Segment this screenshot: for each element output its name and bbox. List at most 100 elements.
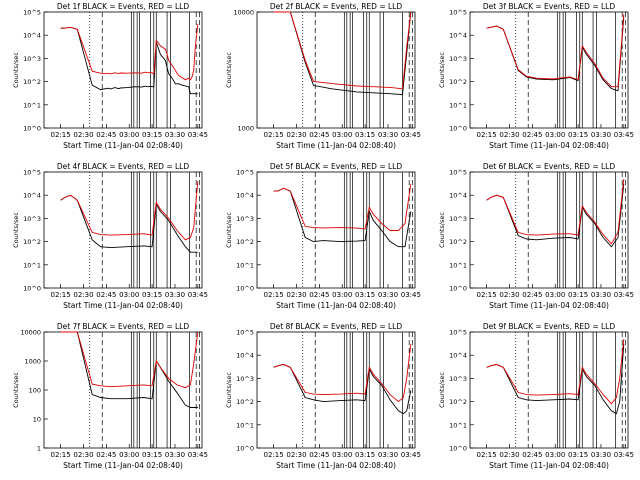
x-tick-label: 03:00 <box>332 451 352 459</box>
y-tick-label: 10^2 <box>23 78 41 86</box>
series-line-events <box>486 344 625 415</box>
x-tick-label: 03:30 <box>165 291 185 299</box>
y-tick-label: 10^5 <box>449 329 467 337</box>
series-line-events <box>60 331 198 408</box>
y-tick-label: 10^3 <box>449 215 467 223</box>
series-line-lld <box>486 14 625 88</box>
chart-title: Det 7f BLACK = Events, RED = LLD <box>57 322 190 331</box>
y-tick-label: 10^1 <box>236 261 254 269</box>
y-axis-label: Counts/sec <box>12 212 20 248</box>
x-tick-label: 03:00 <box>545 451 565 459</box>
plot-frame <box>256 11 416 129</box>
y-axis-label: Counts/sec <box>225 372 233 408</box>
x-tick-label: 03:45 <box>401 131 421 139</box>
x-tick-label: 02:45 <box>96 451 116 459</box>
x-tick-label: 03:30 <box>378 451 398 459</box>
x-tick-label: 03:45 <box>401 291 421 299</box>
y-tick-label: 10^0 <box>449 125 467 133</box>
chart-title: Det 5f BLACK = Events, RED = LLD <box>270 162 403 171</box>
y-tick-label: 10^3 <box>449 375 467 383</box>
x-axis-label: Start Time (11-Jan-04 02:08:40) <box>276 461 396 470</box>
y-tick-label: 10^4 <box>23 192 41 200</box>
y-tick-label: 10^0 <box>449 285 467 293</box>
x-tick-label: 02:30 <box>499 131 519 139</box>
y-tick-label: 10^3 <box>236 215 254 223</box>
y-tick-label: 10^2 <box>23 238 41 246</box>
y-tick-label: 10^1 <box>449 261 467 269</box>
y-tick-label: 10^4 <box>449 352 467 360</box>
x-tick-label: 02:30 <box>73 291 93 299</box>
y-tick-label: 10^2 <box>236 398 254 406</box>
x-tick-label: 03:00 <box>332 291 352 299</box>
x-tick-label: 02:30 <box>499 451 519 459</box>
chart-panel-2: Det 2f BLACK = Events, RED = LLD 02:15 02:… <box>225 2 421 150</box>
plot-frame <box>43 11 203 129</box>
x-tick-label: 02:30 <box>73 451 93 459</box>
y-tick-label: 10^0 <box>23 125 41 133</box>
y-tick-label: 10000 <box>20 329 41 337</box>
y-tick-label: 10^2 <box>449 398 467 406</box>
series-line-lld <box>486 178 625 245</box>
x-tick-label: 02:15 <box>51 131 71 139</box>
y-tick-label: 10^1 <box>449 101 467 109</box>
y-tick-label: 1000 <box>237 125 254 133</box>
y-tick-label: 10^1 <box>23 101 41 109</box>
y-tick-label: 10^5 <box>23 169 41 177</box>
chart-title: Det 4f BLACK = Events, RED = LLD <box>57 162 190 171</box>
series-line-lld <box>60 331 199 389</box>
x-tick-label: 03:15 <box>355 451 375 459</box>
x-tick-label: 03:30 <box>378 131 398 139</box>
y-tick-label: 10^2 <box>449 238 467 246</box>
chart-title: Det 8f BLACK = Events, RED = LLD <box>270 322 403 331</box>
chart-title: Det 1f BLACK = Events, RED = LLD <box>57 2 190 11</box>
plot-frame <box>256 331 416 449</box>
x-tick-label: 03:00 <box>545 291 565 299</box>
y-tick-label: 10^3 <box>236 375 254 383</box>
x-axis-label: Start Time (11-Jan-04 02:08:40) <box>489 301 609 310</box>
x-axis-label: Start Time (11-Jan-04 02:08:40) <box>276 141 396 150</box>
x-tick-label: 03:15 <box>142 291 162 299</box>
x-tick-label: 03:30 <box>165 131 185 139</box>
x-axis-label: Start Time (11-Jan-04 02:08:40) <box>63 141 183 150</box>
x-tick-label: 02:45 <box>522 131 542 139</box>
series-line-events <box>60 194 198 253</box>
x-tick-label: 03:45 <box>614 451 634 459</box>
series-line-lld <box>60 181 199 241</box>
x-tick-label: 02:15 <box>477 451 497 459</box>
x-tick-label: 02:30 <box>286 291 306 299</box>
plot-frame <box>469 11 629 129</box>
x-tick-label: 02:30 <box>499 291 519 299</box>
x-tick-label: 03:15 <box>355 291 375 299</box>
chart-title: Det 2f BLACK = Events, RED = LLD <box>270 2 403 11</box>
x-tick-label: 03:45 <box>614 291 634 299</box>
x-tick-label: 02:30 <box>286 451 306 459</box>
y-axis-label: Counts/sec <box>225 52 233 88</box>
y-tick-label: 10^5 <box>236 169 254 177</box>
x-tick-label: 02:45 <box>309 291 329 299</box>
y-tick-label: 10^4 <box>23 32 41 40</box>
series-line-lld <box>273 11 412 90</box>
y-tick-label: 10^0 <box>236 445 254 453</box>
series-line-lld <box>486 338 625 405</box>
x-tick-label: 03:15 <box>568 131 588 139</box>
x-tick-label: 02:15 <box>264 291 284 299</box>
plot-frame <box>469 331 629 449</box>
y-tick-label: 1 <box>37 445 41 453</box>
x-tick-label: 02:45 <box>309 451 329 459</box>
x-tick-label: 02:45 <box>309 131 329 139</box>
x-tick-label: 03:15 <box>142 131 162 139</box>
y-tick-label: 10^5 <box>449 9 467 17</box>
x-tick-label: 02:15 <box>264 131 284 139</box>
y-tick-label: 10^0 <box>23 285 41 293</box>
y-tick-label: 1000 <box>24 358 41 366</box>
series-line-events <box>60 26 198 95</box>
y-tick-label: 10^5 <box>236 329 254 337</box>
x-axis-label: Start Time (11-Jan-04 02:08:40) <box>63 301 183 310</box>
series-line-lld <box>273 344 412 403</box>
y-axis-label: Counts/sec <box>438 212 446 248</box>
